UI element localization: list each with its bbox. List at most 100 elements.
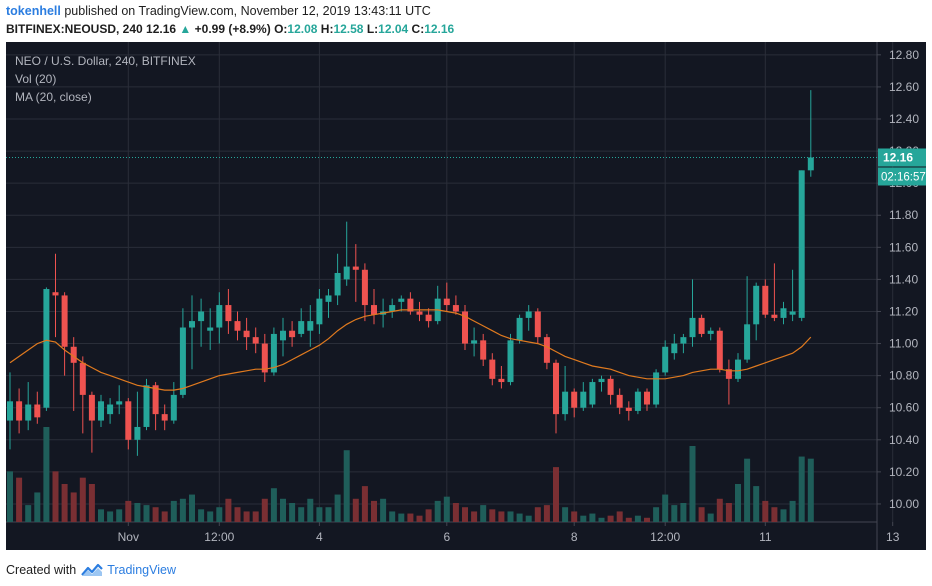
candle-body xyxy=(152,385,159,415)
volume-bar xyxy=(644,517,650,522)
volume-bar xyxy=(261,498,268,522)
volume-bar xyxy=(562,507,569,522)
chart-panel[interactable]: 12.8012.6012.4012.2012.0011.8011.6011.40… xyxy=(6,42,926,550)
volume-bar xyxy=(88,484,95,522)
candle-body xyxy=(43,289,50,408)
x-tick-label: 11 xyxy=(759,530,772,544)
volume-bar xyxy=(498,511,505,522)
candle-body xyxy=(789,311,796,315)
candle-body xyxy=(134,426,141,440)
candle-body xyxy=(425,314,432,322)
candle-body xyxy=(307,321,314,331)
y-tick-label: 12.40 xyxy=(889,112,919,126)
volume-bar xyxy=(598,517,605,522)
candle-body xyxy=(252,337,259,344)
candle-body xyxy=(25,404,32,421)
volume-bar xyxy=(680,503,687,522)
candle-body xyxy=(443,298,450,306)
candle-body xyxy=(653,372,660,405)
candle-body xyxy=(644,391,650,405)
candle-body xyxy=(753,285,760,325)
candle-body xyxy=(580,391,587,408)
chart-background xyxy=(6,42,926,550)
y-tick-label: 11.80 xyxy=(889,208,918,222)
volume-bar xyxy=(662,494,669,522)
y-tick-label: 11.20 xyxy=(889,304,918,318)
volume-bar xyxy=(343,450,350,522)
volume-bar xyxy=(471,511,478,522)
author-link[interactable]: tokenhell xyxy=(6,4,61,18)
volume-bar xyxy=(34,492,41,522)
x-tick-label: 13 xyxy=(886,530,900,544)
volume-bar xyxy=(252,511,259,522)
volume-bar xyxy=(152,507,159,522)
candle-body xyxy=(225,305,232,322)
volume-bar xyxy=(653,507,660,522)
volume-bar xyxy=(735,484,741,522)
volume-bar xyxy=(161,511,168,522)
volume-bar xyxy=(207,511,214,522)
volume-bar xyxy=(698,507,705,522)
volume-bar xyxy=(143,505,150,522)
candle-body xyxy=(662,346,669,373)
candle-body xyxy=(361,269,368,306)
open-label: O: xyxy=(274,22,288,36)
candle-body xyxy=(671,343,678,354)
published-text: published on TradingView.com, November 1… xyxy=(64,4,431,18)
volume-bar xyxy=(61,484,68,522)
volume-bar xyxy=(553,467,559,522)
y-tick-label: 11.60 xyxy=(889,240,918,254)
volume-bar xyxy=(434,500,441,522)
low-value: 12.04 xyxy=(378,22,409,36)
volume-bar xyxy=(462,507,468,522)
price-change: +0.99 (+8.9%) xyxy=(194,22,271,36)
y-tick-label: 10.80 xyxy=(889,369,919,383)
candle-body xyxy=(571,391,578,408)
volume-bar xyxy=(198,509,205,522)
candle-body xyxy=(498,378,505,383)
symbol-label: BITFINEX:NEOUSD, 240 xyxy=(6,22,143,36)
volume-bar xyxy=(489,509,496,522)
symbol-quote-line: BITFINEX:NEOUSD, 240 12.16 ▲ +0.99 (+8.9… xyxy=(6,22,454,40)
candle-body xyxy=(216,305,223,328)
candle-body xyxy=(161,414,168,421)
x-tick-label: 8 xyxy=(571,530,578,544)
y-tick-label: 10.60 xyxy=(889,401,919,415)
volume-bar xyxy=(7,471,13,522)
candle-body xyxy=(798,170,805,318)
up-arrow-icon: ▲ xyxy=(179,22,192,36)
legend-volume[interactable]: Vol (20) xyxy=(15,72,57,86)
candle-body xyxy=(807,157,814,171)
open-value: 12.08 xyxy=(287,22,318,36)
candle-body xyxy=(289,330,296,338)
volume-bar xyxy=(807,458,814,522)
volume-bar xyxy=(571,511,578,522)
y-tick-label: 12.60 xyxy=(889,80,919,94)
candle-body xyxy=(34,404,41,418)
created-with-text: Created with xyxy=(6,563,77,577)
volume-bar xyxy=(689,446,696,522)
candle-body xyxy=(543,337,550,363)
volume-bar xyxy=(361,486,368,522)
volume-bar xyxy=(371,500,377,522)
tradingview-brand[interactable]: TradingView xyxy=(107,563,176,577)
volume-bar xyxy=(443,496,450,522)
candle-body xyxy=(116,401,123,405)
volume-bar xyxy=(316,507,323,522)
volume-bar xyxy=(507,511,514,522)
candle-body xyxy=(70,346,77,363)
tradingview-logo-icon[interactable] xyxy=(81,563,103,577)
candle-body xyxy=(298,321,305,334)
volume-bar xyxy=(725,503,732,522)
candle-body xyxy=(179,327,186,395)
volume-bar xyxy=(625,517,632,522)
candle-body xyxy=(762,285,769,315)
candle-body xyxy=(607,378,614,395)
price-chart[interactable]: 12.8012.6012.4012.2012.0011.8011.6011.40… xyxy=(6,42,926,550)
candle-body xyxy=(562,391,569,415)
last-price-tag xyxy=(878,148,926,167)
volume-bar xyxy=(334,494,341,522)
footer: Created with TradingView xyxy=(6,560,176,580)
volume-bar xyxy=(771,507,778,522)
legend-ma[interactable]: MA (20, close) xyxy=(15,90,92,104)
